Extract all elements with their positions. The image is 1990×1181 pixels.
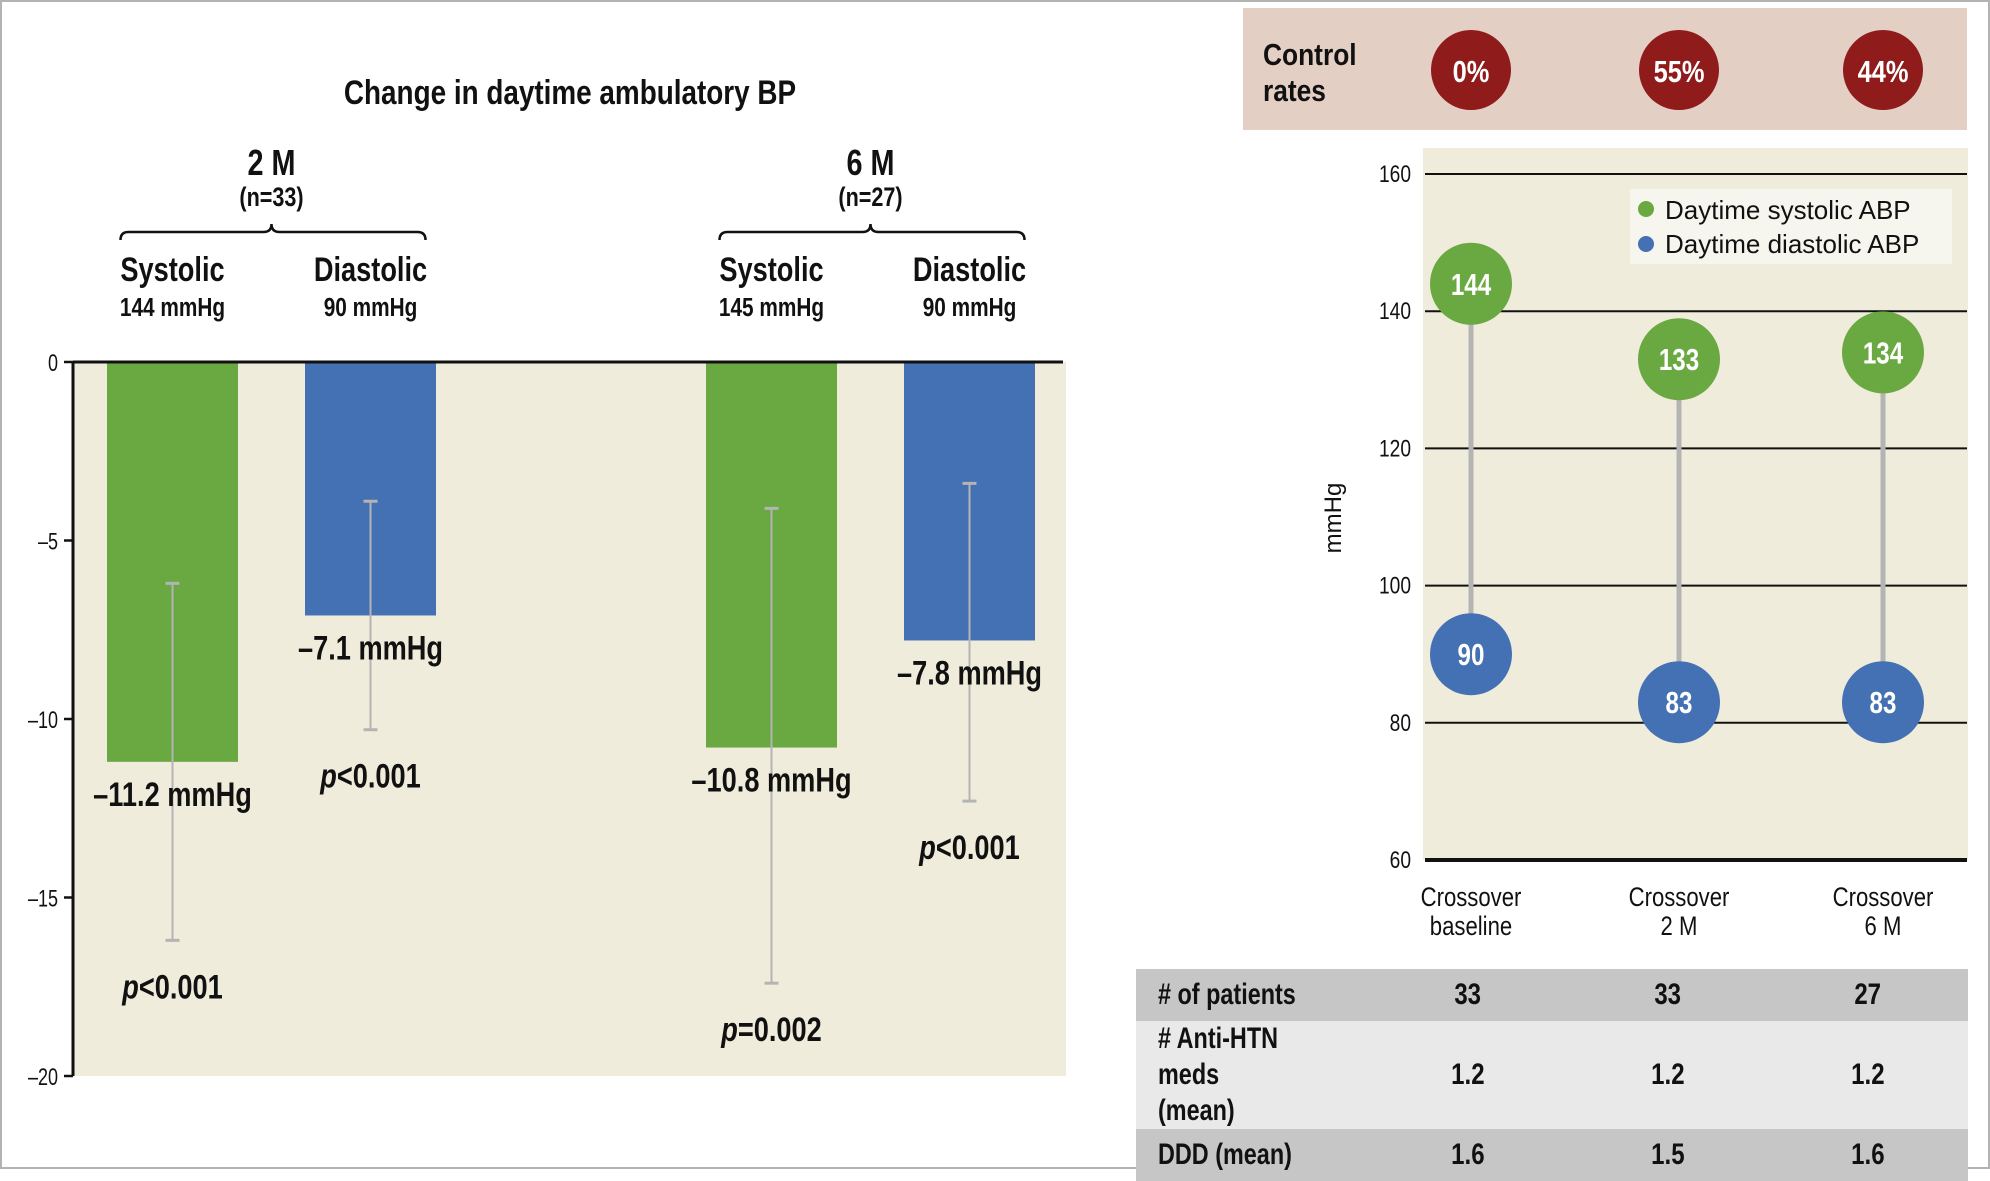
dot-systolic <box>1430 242 1512 325</box>
y-tick-label: 60 <box>1390 846 1411 874</box>
x-tick-label: Crossover <box>1833 883 1934 913</box>
bar-baseline-label: 90 mmHg <box>923 293 1017 322</box>
dot-value-label: 133 <box>1659 342 1699 377</box>
bar-baseline-label: 145 mmHg <box>719 293 824 322</box>
table-cell: 1.2 <box>1451 1058 1485 1091</box>
row-label: DDD (mean) <box>1158 1138 1292 1171</box>
table-row: DDD (mean) 1.6 1.5 1.6 <box>1136 1129 1968 1181</box>
x-tick-label: Crossover <box>1421 883 1522 913</box>
dot-value-label: 83 <box>1870 685 1897 720</box>
x-tick-label: Crossover <box>1629 883 1730 913</box>
y-tick-label: 140 <box>1379 297 1411 325</box>
y-axis-label: mmHg <box>1320 483 1347 554</box>
control-rate-value: 0% <box>1453 55 1490 90</box>
x-tick-label: 2 M <box>1661 912 1698 942</box>
dot-value-label: 144 <box>1451 267 1492 302</box>
control-rate-bubble <box>1431 30 1511 110</box>
bar-value-label: –11.2 mmHg <box>93 775 252 814</box>
bar-value-label: –10.8 mmHg <box>691 761 851 800</box>
group-n-label: (n=27) <box>838 183 902 213</box>
dot-systolic <box>1842 311 1924 394</box>
dot-systolic <box>1638 318 1720 401</box>
row-label: # of patients <box>1158 978 1296 1011</box>
p-value-label: p<0.001 <box>319 757 420 796</box>
y-tick-label: –15 <box>28 886 58 912</box>
bar-category-label: Diastolic <box>314 250 427 289</box>
y-tick-label: –5 <box>38 529 58 555</box>
bar-baseline-label: 90 mmHg <box>324 293 418 322</box>
x-tick-label: baseline <box>1430 912 1512 942</box>
table-cell: 27 <box>1854 978 1882 1011</box>
dot-value-label: 83 <box>1666 685 1693 720</box>
p-value-label: p<0.001 <box>121 967 222 1006</box>
dot-diastolic <box>1638 661 1720 744</box>
legend-label-systolic: Daytime systolic ABP <box>1665 195 1911 225</box>
group-brace <box>718 223 1026 241</box>
control-rate-value: 55% <box>1654 55 1705 90</box>
bar-category-label: Systolic <box>120 250 224 289</box>
p-value-label: p=0.002 <box>720 1010 821 1049</box>
control-rate-value: 44% <box>1858 55 1909 90</box>
y-tick-label: 0 <box>48 351 58 377</box>
table-row: # of patients 33 33 27 <box>1136 969 1968 1021</box>
y-tick-label: –10 <box>28 708 58 734</box>
y-tick-label: 80 <box>1390 709 1411 737</box>
group-label: 2 M <box>248 142 296 183</box>
row-label: # Anti-HTN meds (mean) <box>1158 1022 1279 1127</box>
p-value-label: p<0.001 <box>918 828 1019 867</box>
legend-label-diastolic: Daytime diastolic ABP <box>1665 229 1919 259</box>
group-label: 6 M <box>847 142 895 183</box>
bar-baseline-label: 144 mmHg <box>120 293 225 322</box>
y-tick-label: 100 <box>1379 572 1411 600</box>
legend-box <box>1630 189 1952 264</box>
bar-value-label: –7.8 mmHg <box>897 654 1042 693</box>
group-n-label: (n=33) <box>239 183 303 213</box>
table-row: # Anti-HTN meds (mean) 1.2 1.2 1.2 <box>1136 1021 1968 1129</box>
legend: Daytime systolic ABP Daytime diastolic A… <box>1630 189 1952 264</box>
table-cell: 33 <box>1654 978 1682 1011</box>
x-tick-label: 6 M <box>1865 912 1902 942</box>
y-tick-label: 120 <box>1379 434 1411 462</box>
table-cell: 1.6 <box>1851 1138 1885 1171</box>
legend-marker-systolic <box>1638 201 1654 217</box>
dot-diastolic <box>1430 613 1512 696</box>
control-rate-bubble <box>1843 30 1923 110</box>
dot-value-label: 134 <box>1863 335 1904 370</box>
dot-diastolic <box>1842 661 1924 744</box>
y-tick-label: 160 <box>1379 160 1411 188</box>
group-brace <box>119 223 427 241</box>
control-rates-label: Control rates <box>1263 38 1357 108</box>
table-cell: 1.6 <box>1451 1138 1485 1171</box>
patient-stats-table: # of patients 33 33 27 # Anti-HTN meds (mean… <box>1136 969 1968 1181</box>
chart-title: Change in daytime ambulatory BP <box>344 73 796 111</box>
dot-value-label: 90 <box>1458 637 1485 672</box>
table-cell: 33 <box>1454 978 1482 1011</box>
table-cell: 1.5 <box>1651 1138 1685 1171</box>
bar-value-label: –7.1 mmHg <box>298 629 443 668</box>
bar-category-label: Systolic <box>719 250 823 289</box>
control-rate-bubble <box>1639 30 1719 110</box>
bar-category-label: Diastolic <box>913 250 1026 289</box>
table-cell: 1.2 <box>1651 1058 1685 1091</box>
plot-area <box>73 362 1066 1076</box>
y-tick-label: –20 <box>28 1065 58 1091</box>
table-cell: 1.2 <box>1851 1058 1885 1091</box>
legend-marker-diastolic <box>1638 236 1654 252</box>
